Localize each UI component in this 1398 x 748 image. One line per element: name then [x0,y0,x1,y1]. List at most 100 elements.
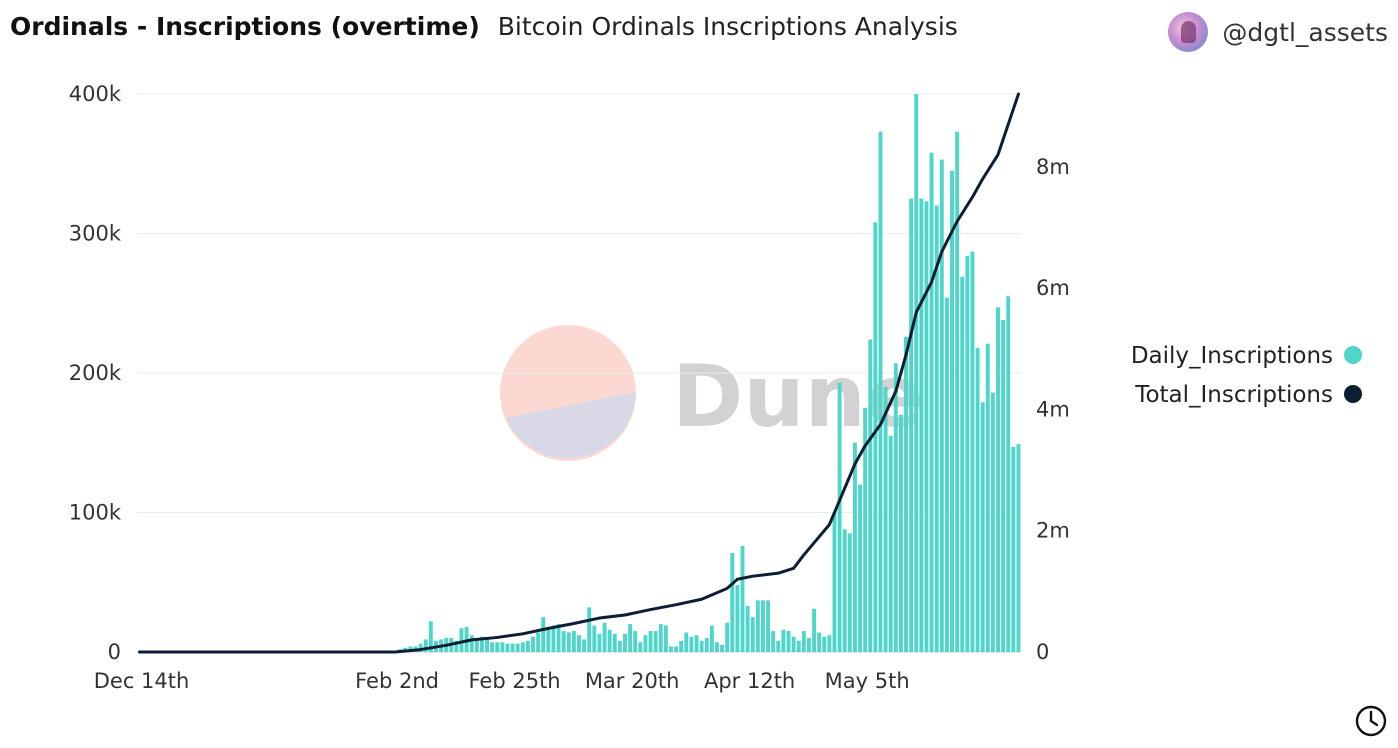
daily-inscriptions-bar [847,533,852,652]
daily-inscriptions-bar [960,276,965,652]
daily-inscriptions-bar [520,642,525,652]
daily-inscriptions-bar [638,642,643,652]
daily-inscriptions-bar [628,624,633,652]
right-y-axis: 0 2m 4m 6m 8m [1036,155,1070,664]
daily-inscriptions-bar [975,347,980,652]
daily-inscriptions-bar [546,628,551,652]
daily-inscriptions-bar [878,131,883,652]
legend-item-label[interactable]: Total_Inscriptions [1134,382,1333,408]
daily-inscriptions-bar [669,646,673,652]
daily-inscriptions-bar [893,363,898,652]
right-y-tick-label: 8m [1036,155,1070,179]
daily-inscriptions-bar [525,640,530,652]
left-y-tick-label: 100k [69,501,122,525]
daily-inscriptions-bar [459,628,464,652]
x-tick-label: Mar 20th [585,669,680,693]
daily-inscriptions-bar [806,638,811,652]
daily-inscriptions-bar [587,607,592,652]
avatar-icon[interactable] [1168,12,1209,52]
daily-inscriptions-bar [761,600,765,652]
legend-marker[interactable] [1344,385,1362,403]
daily-inscriptions-bar [536,632,541,652]
daily-inscriptions-bar [699,640,704,652]
daily-inscriptions-bar [776,640,781,652]
daily-inscriptions-bar [1016,444,1021,652]
daily-inscriptions-bar [944,297,949,652]
daily-inscriptions-bar [858,484,862,652]
daily-inscriptions-bar [531,636,535,652]
daily-inscriptions-bar [597,633,602,652]
total-inscriptions-line [138,92,1020,654]
daily-inscriptions-bar [709,625,714,652]
watermark-logo-wedge [506,392,636,459]
daily-inscriptions-bar [985,343,990,652]
daily-inscriptions-bar [1006,296,1011,652]
daily-inscriptions-bar [965,255,970,652]
daily-inscriptions-bar [730,552,735,652]
daily-inscriptions-bar [791,636,796,652]
daily-inscriptions-bar [684,632,689,652]
author-link[interactable]: @dgtl_assets [1168,12,1388,52]
daily-inscriptions-bar [863,407,868,653]
daily-inscriptions-bar [868,339,873,652]
daily-inscriptions-bar [883,386,888,652]
dune-watermark: Dune [500,325,924,461]
daily-inscriptions-bar [904,336,908,652]
daily-inscriptions-bar [704,638,709,652]
daily-inscriptions-bar [479,636,484,652]
daily-inscriptions-bar [888,435,893,652]
daily-inscriptions-bar [740,545,745,652]
daily-inscriptions-bar [781,629,786,652]
daily-inscriptions-bar [934,205,939,652]
daily-inscriptions-bar [996,307,1000,652]
daily-inscriptions-bar [750,617,755,653]
left-y-tick-label: 300k [69,222,122,246]
left-y-axis: 0 100k 200k 300k 400k [69,82,122,664]
daily-inscriptions-bar [924,201,929,653]
daily-inscriptions-bar [607,629,612,652]
clock-icon[interactable] [1354,704,1388,738]
daily-inscriptions-bar [950,170,954,652]
daily-inscriptions-bar [694,635,699,652]
daily-inscriptions-bar [822,636,827,652]
daily-inscriptions-bar [566,632,571,652]
daily-inscriptions-bar [510,643,515,652]
daily-inscriptions-bar [418,643,423,652]
daily-inscriptions-bar [674,646,679,652]
author-handle[interactable]: @dgtl_assets [1222,17,1388,47]
daily-inscriptions-bar [725,622,730,652]
daily-inscriptions-bar [832,512,837,652]
daily-inscriptions-bar [571,631,576,652]
daily-inscriptions-bar [658,624,663,652]
daily-inscriptions-bar [561,631,566,652]
daily-inscriptions-bar [428,621,433,652]
daily-inscriptions-bar [842,529,847,652]
daily-inscriptions-bar [495,642,500,652]
x-tick-label: Dec 14th [94,669,190,693]
daily-inscriptions-bar [837,382,842,652]
daily-inscriptions-bar [643,635,648,652]
chart-title: Ordinals - Inscriptions (overtime) [10,12,480,41]
daily-inscriptions-bar [786,631,791,652]
left-y-tick-label: 0 [108,640,121,664]
daily-inscriptions-bar [551,625,556,652]
daily-inscriptions-bar [852,442,857,652]
legend-marker[interactable] [1344,346,1362,364]
total-inscriptions-line-group [138,92,1020,654]
daily-inscriptions-bar [766,600,771,652]
x-tick-label: Feb 25th [469,669,561,693]
daily-inscriptions-bar [633,631,638,652]
daily-inscriptions-bar [602,622,607,652]
daily-inscriptions-bar [812,608,817,652]
daily-inscriptions-bar [796,640,801,652]
legend: Daily_Inscriptions Total_Inscriptions [1131,343,1362,408]
daily-inscriptions-bar [929,152,934,652]
x-tick-label: Feb 2nd [355,669,439,693]
daily-inscriptions-bar [939,159,944,652]
left-y-tick-label: 400k [69,82,122,106]
x-axis: Dec 14th Feb 2nd Feb 25th Mar 20th Apr 12th M… [94,669,910,693]
legend-item-label[interactable]: Daily_Inscriptions [1131,343,1333,369]
daily-inscriptions-bar [663,625,668,652]
